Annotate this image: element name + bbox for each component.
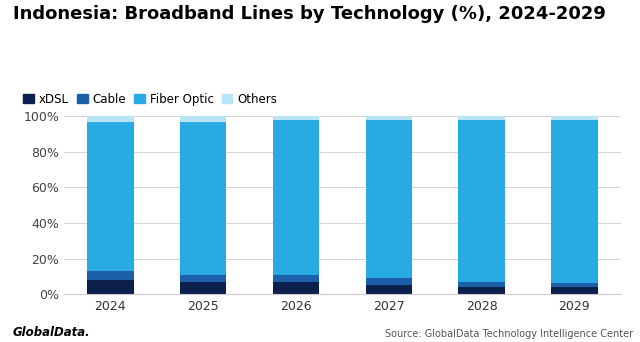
Bar [87, 122, 134, 271]
Bar [273, 275, 319, 282]
Bar [551, 284, 598, 287]
Legend: xDSL, Cable, Fiber Optic, Others: xDSL, Cable, Fiber Optic, Others [19, 88, 282, 110]
Bar [180, 282, 227, 294]
Bar [365, 285, 412, 294]
Bar [458, 120, 505, 282]
Bar [273, 116, 319, 120]
Bar [551, 120, 598, 284]
Bar [87, 280, 134, 294]
Text: Source: GlobalData Technology Intelligence Center: Source: GlobalData Technology Intelligen… [385, 329, 634, 339]
Bar [180, 275, 227, 282]
Bar [365, 120, 412, 278]
Bar [87, 271, 134, 280]
Text: GlobalData.: GlobalData. [13, 326, 90, 339]
Bar [551, 287, 598, 294]
Bar [551, 116, 598, 120]
Bar [87, 116, 134, 122]
Bar [273, 120, 319, 275]
Text: Indonesia: Broadband Lines by Technology (%), 2024-2029: Indonesia: Broadband Lines by Technology… [13, 5, 605, 23]
Bar [365, 278, 412, 285]
Bar [458, 282, 505, 287]
Bar [273, 282, 319, 294]
Bar [458, 116, 505, 120]
Bar [180, 116, 227, 122]
Bar [458, 287, 505, 294]
Bar [180, 122, 227, 275]
Bar [365, 116, 412, 120]
